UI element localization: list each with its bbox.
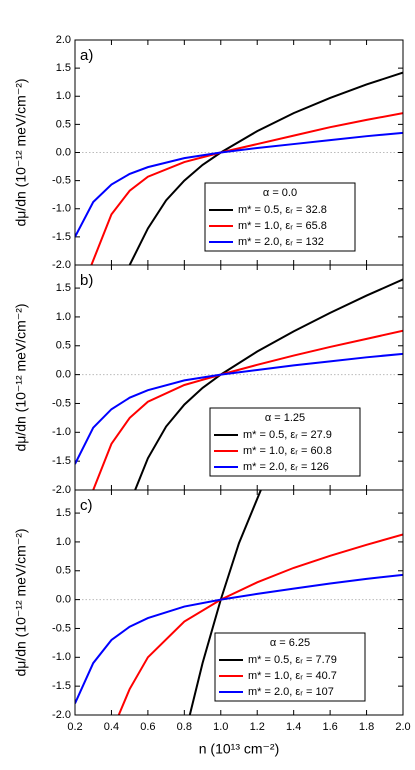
y-tick-label: 1.5 bbox=[56, 282, 71, 294]
y-axis-label: dμ/dn (10⁻¹² meV/cm⁻²) bbox=[13, 528, 29, 676]
y-tick-label: -0.5 bbox=[52, 397, 71, 409]
panel-label: c) bbox=[80, 497, 93, 514]
y-tick-label: 1.0 bbox=[56, 90, 71, 102]
y-tick-label: 0.5 bbox=[56, 118, 71, 130]
legend-title: α = 1.25 bbox=[265, 412, 305, 424]
y-tick-label: 1.5 bbox=[56, 62, 71, 74]
x-tick-label: 0.4 bbox=[104, 721, 119, 733]
legend-box bbox=[209, 407, 361, 477]
y-tick-label: 0.0 bbox=[56, 146, 71, 158]
x-tick-label: 1.2 bbox=[250, 721, 265, 733]
legend-label: m* = 1.0, εᵣ = 60.8 bbox=[243, 445, 332, 457]
y-tick-label: 0.0 bbox=[56, 594, 71, 606]
y-axis-label: dμ/dn (10⁻¹² meV/cm⁻²) bbox=[13, 303, 29, 451]
curve bbox=[75, 573, 403, 704]
legend-box bbox=[204, 182, 356, 252]
legend-label: m* = 1.0, εᵣ = 40.7 bbox=[248, 670, 337, 682]
y-tick-label: -2.0 bbox=[52, 259, 71, 271]
curve bbox=[117, 533, 403, 715]
x-tick-label: 0.2 bbox=[67, 721, 82, 733]
legend-label: m* = 1.0, εᵣ = 65.8 bbox=[238, 220, 327, 232]
y-tick-label: -1.5 bbox=[52, 455, 71, 467]
y-tick-label: -1.5 bbox=[52, 231, 71, 243]
y-tick-label: 2.0 bbox=[56, 34, 71, 46]
y-tick-label: -1.0 bbox=[52, 651, 71, 663]
x-tick-label: 0.8 bbox=[177, 721, 192, 733]
panel-label: b) bbox=[80, 272, 93, 289]
legend-title: α = 0.0 bbox=[263, 187, 297, 199]
legend-box bbox=[214, 632, 366, 702]
x-tick-label: 0.6 bbox=[140, 721, 155, 733]
legend-label: m* = 0.5, εᵣ = 7.79 bbox=[248, 654, 337, 666]
y-tick-label: -1.0 bbox=[52, 426, 71, 438]
legend-label: m* = 2.0, εᵣ = 132 bbox=[238, 236, 324, 248]
y-tick-label: 0.5 bbox=[56, 565, 71, 577]
x-tick-label: 1.0 bbox=[213, 721, 228, 733]
y-tick-label: -0.5 bbox=[52, 622, 71, 634]
y-tick-label: 0.5 bbox=[56, 340, 71, 352]
legend-label: m* = 0.5, εᵣ = 27.9 bbox=[243, 429, 332, 441]
legend-label: m* = 0.5, εᵣ = 32.8 bbox=[238, 204, 327, 216]
x-tick-label: 1.4 bbox=[286, 721, 301, 733]
x-tick-label: 1.8 bbox=[359, 721, 374, 733]
panel-label: a) bbox=[80, 47, 93, 64]
y-tick-label: -2.0 bbox=[52, 709, 71, 721]
y-tick-label: -1.5 bbox=[52, 680, 71, 692]
y-tick-label: 0.0 bbox=[56, 369, 71, 381]
y-tick-label: 1.0 bbox=[56, 311, 71, 323]
legend-title: α = 6.25 bbox=[270, 637, 310, 649]
y-tick-label: 1.0 bbox=[56, 536, 71, 548]
legend-label: m* = 2.0, εᵣ = 107 bbox=[248, 686, 334, 698]
curve bbox=[75, 131, 403, 238]
y-tick-label: -1.0 bbox=[52, 203, 71, 215]
axes-frame bbox=[74, 489, 404, 716]
y-tick-label: -0.5 bbox=[52, 175, 71, 187]
legend-label: m* = 2.0, εᵣ = 126 bbox=[243, 461, 329, 473]
y-tick-label: 1.5 bbox=[56, 507, 71, 519]
curve bbox=[75, 352, 403, 465]
y-tick-label: -2.0 bbox=[52, 484, 71, 496]
x-axis-label: n (10¹³ cm⁻²) bbox=[199, 741, 280, 757]
x-tick-label: 1.6 bbox=[322, 721, 337, 733]
x-tick-label: 2.0 bbox=[395, 721, 410, 733]
y-axis-label: dμ/dn (10⁻¹² meV/cm⁻²) bbox=[13, 78, 29, 226]
